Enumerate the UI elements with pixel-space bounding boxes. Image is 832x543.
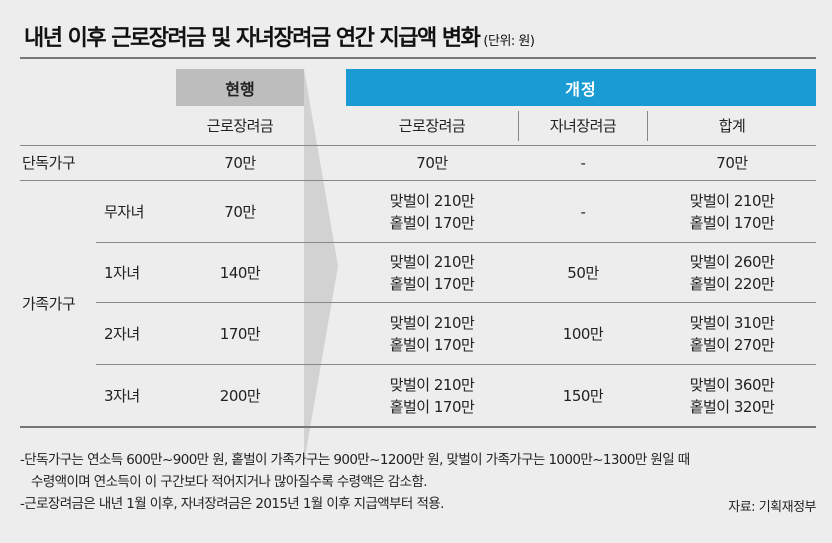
- footnote-line: 수령액이며 연소득이 이 구간보다 적어지거나 많아질수록 수령액은 감소함.: [31, 474, 428, 490]
- work-dual: 맞벌이 210만: [389, 375, 475, 394]
- total-single: 홑벌이 170만: [689, 213, 775, 232]
- row-label-single: 단독가구: [22, 154, 76, 172]
- total-single: 홑벌이 320만: [689, 397, 775, 416]
- family-child: -: [580, 202, 586, 221]
- family-current: 200만: [219, 386, 261, 405]
- total-dual: 맞벌이 260만: [689, 252, 775, 271]
- family-label: 3자녀: [104, 386, 140, 405]
- work-single: 홑벌이 170만: [389, 213, 475, 232]
- total-dual: 맞벌이 210만: [689, 191, 775, 210]
- work-single: 홑벌이 170만: [389, 335, 475, 354]
- total-dual: 맞벌이 310만: [689, 313, 775, 332]
- total-dual: 맞벌이 360만: [689, 375, 775, 394]
- row-divider: [96, 242, 816, 243]
- single-total: 70만: [716, 154, 748, 172]
- row-label-family: 가족가구: [22, 294, 76, 313]
- family-work: 맞벌이 210만 홑벌이 170만: [346, 365, 518, 426]
- family-current: 70만: [224, 202, 256, 221]
- footnote-line: -단독가구는 연소득 600만~900만 원, 홑벌이 가족가구는 900만~1…: [20, 452, 690, 468]
- bottom-rule: [20, 426, 816, 428]
- work-dual: 맞벌이 210만: [389, 252, 475, 271]
- row-divider: [96, 364, 816, 365]
- footnote-line: -근로장려금은 내년 1월 이후, 자녀장려금은 2015년 1월 이후 지급액…: [20, 496, 444, 512]
- family-child: 150만: [562, 386, 604, 405]
- family-label: 무자녀: [104, 202, 144, 221]
- family-child: 100만: [562, 324, 604, 343]
- family-work: 맞벌이 210만 홑벌이 170만: [346, 303, 518, 364]
- header-revised: 개정: [346, 69, 816, 106]
- family-label: 2자녀: [104, 324, 140, 343]
- work-single: 홑벌이 170만: [389, 274, 475, 293]
- transition-arrow: [304, 69, 338, 463]
- family-child: 50만: [567, 263, 599, 282]
- single-child: -: [580, 154, 586, 172]
- subheader-divider: [647, 111, 648, 141]
- single-current: 70만: [224, 154, 256, 172]
- subheader-current-work: 근로장려금: [206, 117, 274, 135]
- title-text: 내년 이후 근로장려금 및 자녀장려금 연간 지급액 변화: [24, 26, 481, 51]
- family-current: 140만: [219, 263, 261, 282]
- subheader-revised-child: 자녀장려금: [549, 117, 617, 135]
- family-total: 맞벌이 260만 홑벌이 220만: [648, 243, 816, 302]
- family-work: 맞벌이 210만 홑벌이 170만: [346, 243, 518, 302]
- family-work: 맞벌이 210만 홑벌이 170만: [346, 181, 518, 242]
- row-divider: [20, 145, 816, 146]
- family-total: 맞벌이 310만 홑벌이 270만: [648, 303, 816, 364]
- family-total: 맞벌이 360만 홑벌이 320만: [648, 365, 816, 426]
- subheader-revised-total: 합계: [718, 117, 746, 135]
- row-divider: [96, 302, 816, 303]
- work-dual: 맞벌이 210만: [389, 191, 475, 210]
- work-single: 홑벌이 170만: [389, 397, 475, 416]
- single-work: 70만: [416, 154, 448, 172]
- footnotes: -단독가구는 연소득 600만~900만 원, 홑벌이 가족가구는 900만~1…: [20, 449, 690, 515]
- total-single: 홑벌이 270만: [689, 335, 775, 354]
- work-dual: 맞벌이 210만: [389, 313, 475, 332]
- top-rule: [20, 57, 816, 59]
- source-credit: 자료: 기획재정부: [728, 500, 816, 515]
- family-current: 170만: [219, 324, 261, 343]
- family-total: 맞벌이 210만 홑벌이 170만: [648, 181, 816, 242]
- header-current: 현행: [176, 69, 304, 106]
- subheader-revised-work: 근로장려금: [398, 117, 466, 135]
- family-label: 1자녀: [104, 263, 140, 282]
- page-title: 내년 이후 근로장려금 및 자녀장려금 연간 지급액 변화 (단위: 원): [24, 20, 535, 52]
- subheader-divider: [518, 111, 519, 141]
- row-divider: [20, 180, 816, 181]
- unit-label: (단위: 원): [483, 34, 535, 49]
- total-single: 홑벌이 220만: [689, 274, 775, 293]
